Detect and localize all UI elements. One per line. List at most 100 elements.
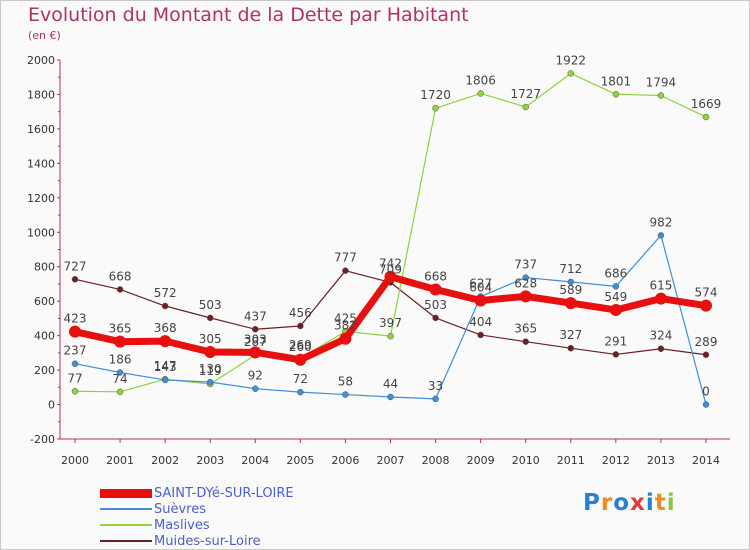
data-point — [474, 294, 487, 307]
x-tick-label: 2000 — [61, 454, 89, 467]
data-label: 130 — [199, 362, 222, 376]
data-label: 0 — [702, 385, 710, 399]
data-point — [432, 395, 439, 403]
data-label: 74 — [112, 372, 127, 386]
data-label: 147 — [154, 359, 177, 373]
data-label: 668 — [424, 269, 447, 283]
data-label: 269 — [289, 338, 312, 352]
data-point — [609, 303, 622, 316]
chart-axes: -200 0 200 400 600 800 1000 1200 1400 1600 1800 200… — [27, 54, 730, 467]
data-point — [522, 338, 529, 345]
data-point — [116, 388, 124, 396]
x-tick-label: 2009 — [467, 454, 495, 467]
data-point — [297, 388, 304, 396]
data-point — [567, 344, 575, 352]
data-label: 1801 — [601, 74, 632, 88]
data-label: 574 — [695, 286, 718, 300]
legend-swatch — [100, 524, 152, 526]
data-label: 44 — [383, 377, 398, 391]
data-label: 423 — [64, 312, 87, 326]
data-label: 1669 — [691, 97, 722, 111]
data-label: 982 — [649, 215, 672, 229]
legend-label: Muides-sur-Loire — [154, 533, 261, 549]
data-point — [252, 385, 259, 392]
data-point — [612, 351, 620, 358]
data-label: 404 — [469, 315, 492, 329]
data-label: 742 — [379, 257, 402, 271]
logo-letter: o — [613, 490, 631, 516]
data-point — [249, 346, 262, 359]
data-label: 237 — [64, 344, 87, 358]
data-point — [206, 378, 214, 386]
data-label: 72 — [293, 372, 308, 386]
data-label: 1794 — [646, 75, 677, 89]
data-point — [477, 90, 484, 97]
x-tick-label: 2012 — [602, 454, 630, 467]
data-label: 1806 — [465, 73, 496, 87]
data-label: 686 — [604, 266, 627, 280]
data-label: 291 — [604, 334, 627, 348]
data-point — [657, 92, 665, 99]
legend-swatch — [100, 540, 152, 542]
y-tick-label: 400 — [34, 330, 55, 343]
logo-letter: i — [645, 490, 655, 516]
data-point — [114, 335, 127, 348]
y-tick-label: 1800 — [27, 88, 55, 101]
data-labels-layer: 727 668 572 503 437 456 777 709 503 404 365 327 291 3… — [64, 53, 722, 398]
data-point — [432, 314, 439, 322]
logo-letter: t — [654, 490, 667, 516]
data-point — [116, 369, 124, 376]
legend-item: Muides-sur-Loire — [100, 533, 261, 549]
data-point — [564, 297, 577, 310]
data-label: 365 — [514, 322, 537, 336]
legend-item: Maslives — [100, 517, 210, 533]
y-tick-label: -200 — [30, 433, 55, 446]
y-tick-label: 800 — [34, 261, 55, 274]
data-label: 604 — [469, 280, 492, 294]
series-layer — [69, 70, 712, 408]
legend-label: SAINT-DYé-SUR-LOIRE — [154, 485, 294, 501]
chart-unit: (en €) — [28, 29, 61, 42]
y-tick-label: 600 — [34, 295, 55, 308]
x-tick-label: 2003 — [196, 454, 224, 467]
y-tick-label: 1200 — [27, 192, 55, 205]
y-tick-label: 200 — [34, 364, 55, 377]
data-point — [71, 276, 79, 283]
data-point — [71, 360, 79, 367]
data-label: 289 — [695, 335, 718, 349]
data-point — [342, 267, 349, 274]
data-point — [567, 278, 575, 286]
data-label: 382 — [334, 319, 357, 333]
data-label: 92 — [248, 369, 263, 383]
data-label: 627 — [469, 277, 492, 291]
data-point — [477, 331, 484, 339]
legend-item: Suèvres — [100, 501, 206, 517]
x-tick-label: 2004 — [241, 454, 269, 467]
data-point — [204, 346, 217, 359]
data-label: 303 — [244, 332, 267, 346]
data-point — [161, 302, 169, 310]
data-point — [297, 322, 304, 330]
x-tick-label: 2006 — [331, 454, 359, 467]
chart-title: Evolution du Montant de la Dette par Hab… — [28, 4, 469, 26]
y-tick-label: 2000 — [27, 54, 55, 67]
data-point — [429, 283, 442, 296]
x-tick-label: 2014 — [692, 454, 720, 467]
data-point — [387, 332, 394, 340]
data-point — [294, 353, 307, 366]
legend-item: SAINT-DYé-SUR-LOIRE — [100, 485, 294, 501]
data-point — [342, 391, 349, 398]
data-point — [339, 332, 352, 345]
data-label: 368 — [154, 321, 177, 335]
data-label: 143 — [154, 360, 177, 374]
data-point — [522, 103, 529, 111]
data-label: 119 — [199, 364, 222, 378]
data-point — [252, 326, 259, 333]
data-label: 186 — [109, 353, 132, 367]
y-tick-label: 1600 — [27, 123, 55, 136]
data-label: 503 — [199, 298, 222, 312]
proxiti-logo: Proxiti — [583, 490, 676, 516]
data-point — [612, 91, 620, 98]
